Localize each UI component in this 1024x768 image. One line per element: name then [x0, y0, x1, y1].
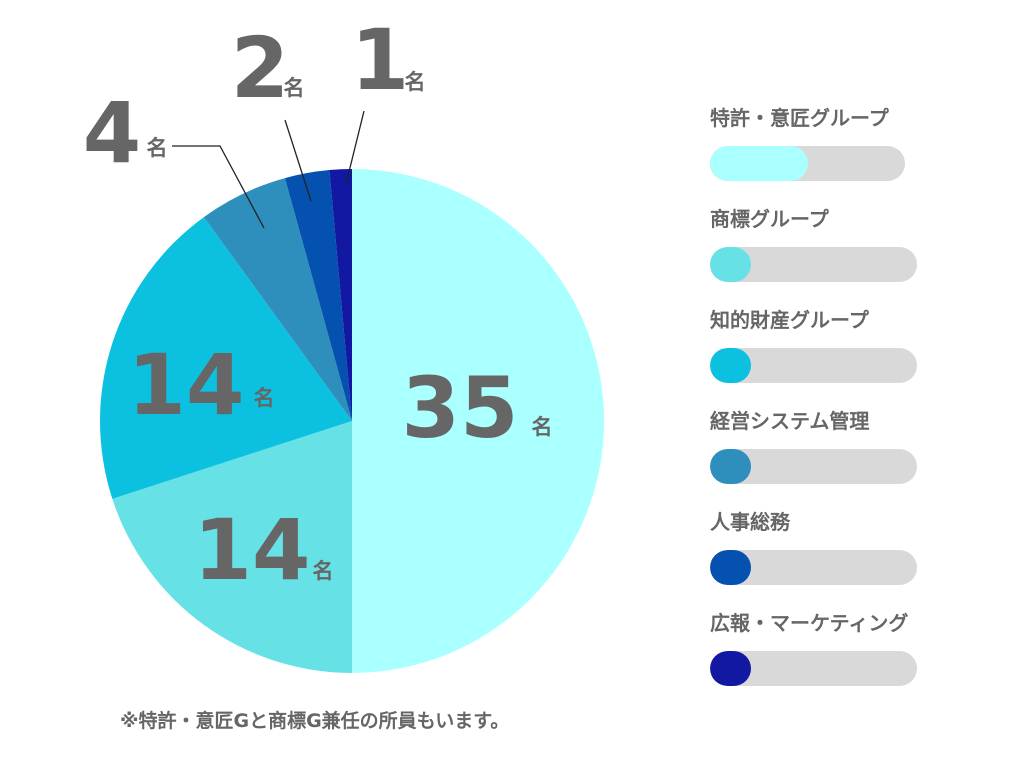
slice-unit-label: 名 — [532, 415, 553, 439]
legend-label: 商標グループ — [710, 203, 829, 232]
legend-bar-fill — [710, 247, 751, 282]
slice-value-label: 1 — [351, 11, 409, 109]
legend-item: 人事総務 — [710, 504, 1010, 605]
legend-label: 広報・マーケティング — [710, 607, 908, 636]
legend-label: 人事総務 — [710, 506, 790, 535]
legend-item: 知的財産グループ — [710, 302, 1010, 403]
legend-item: 商標グループ — [710, 201, 1010, 302]
slice-value-label: 2 — [231, 19, 289, 117]
legend-bar-fill — [710, 348, 751, 383]
slice-unit-label: 名 — [147, 136, 168, 160]
slice-unit-label: 名 — [405, 70, 426, 94]
legend-bar-track — [710, 449, 917, 484]
legend-bar-track — [710, 651, 917, 686]
legend: 特許・意匠グループ 商標グループ 知的財産グループ 経営システム管理 人事総務 … — [710, 100, 1010, 706]
legend-bar-fill — [710, 146, 808, 181]
legend-label: 経営システム管理 — [710, 405, 869, 434]
legend-bar-track — [710, 247, 917, 282]
legend-bar-fill — [710, 651, 751, 686]
legend-item: 特許・意匠グループ — [710, 100, 1010, 201]
slice-value-label: 14 — [194, 501, 311, 599]
slice-value-label: 14 — [128, 336, 245, 434]
legend-bar-track — [710, 550, 917, 585]
slice-unit-label: 名 — [254, 386, 275, 410]
legend-bar-fill — [710, 449, 751, 484]
slice-unit-label: 名 — [284, 76, 305, 100]
legend-bar-track — [710, 146, 905, 181]
legend-label: 知的財産グループ — [710, 304, 869, 333]
slice-unit-label: 名 — [313, 559, 334, 583]
legend-item: 広報・マーケティング — [710, 605, 1010, 706]
slice-value-label: 35 — [402, 359, 519, 457]
legend-label: 特許・意匠グループ — [710, 102, 889, 131]
legend-bar-fill — [710, 550, 751, 585]
legend-bar-track — [710, 348, 917, 383]
legend-item: 経営システム管理 — [710, 403, 1010, 504]
slice-value-label: 4 — [83, 84, 141, 182]
footnote: ※特許・意匠Gと商標G兼任の所員もいます。 — [120, 706, 509, 733]
